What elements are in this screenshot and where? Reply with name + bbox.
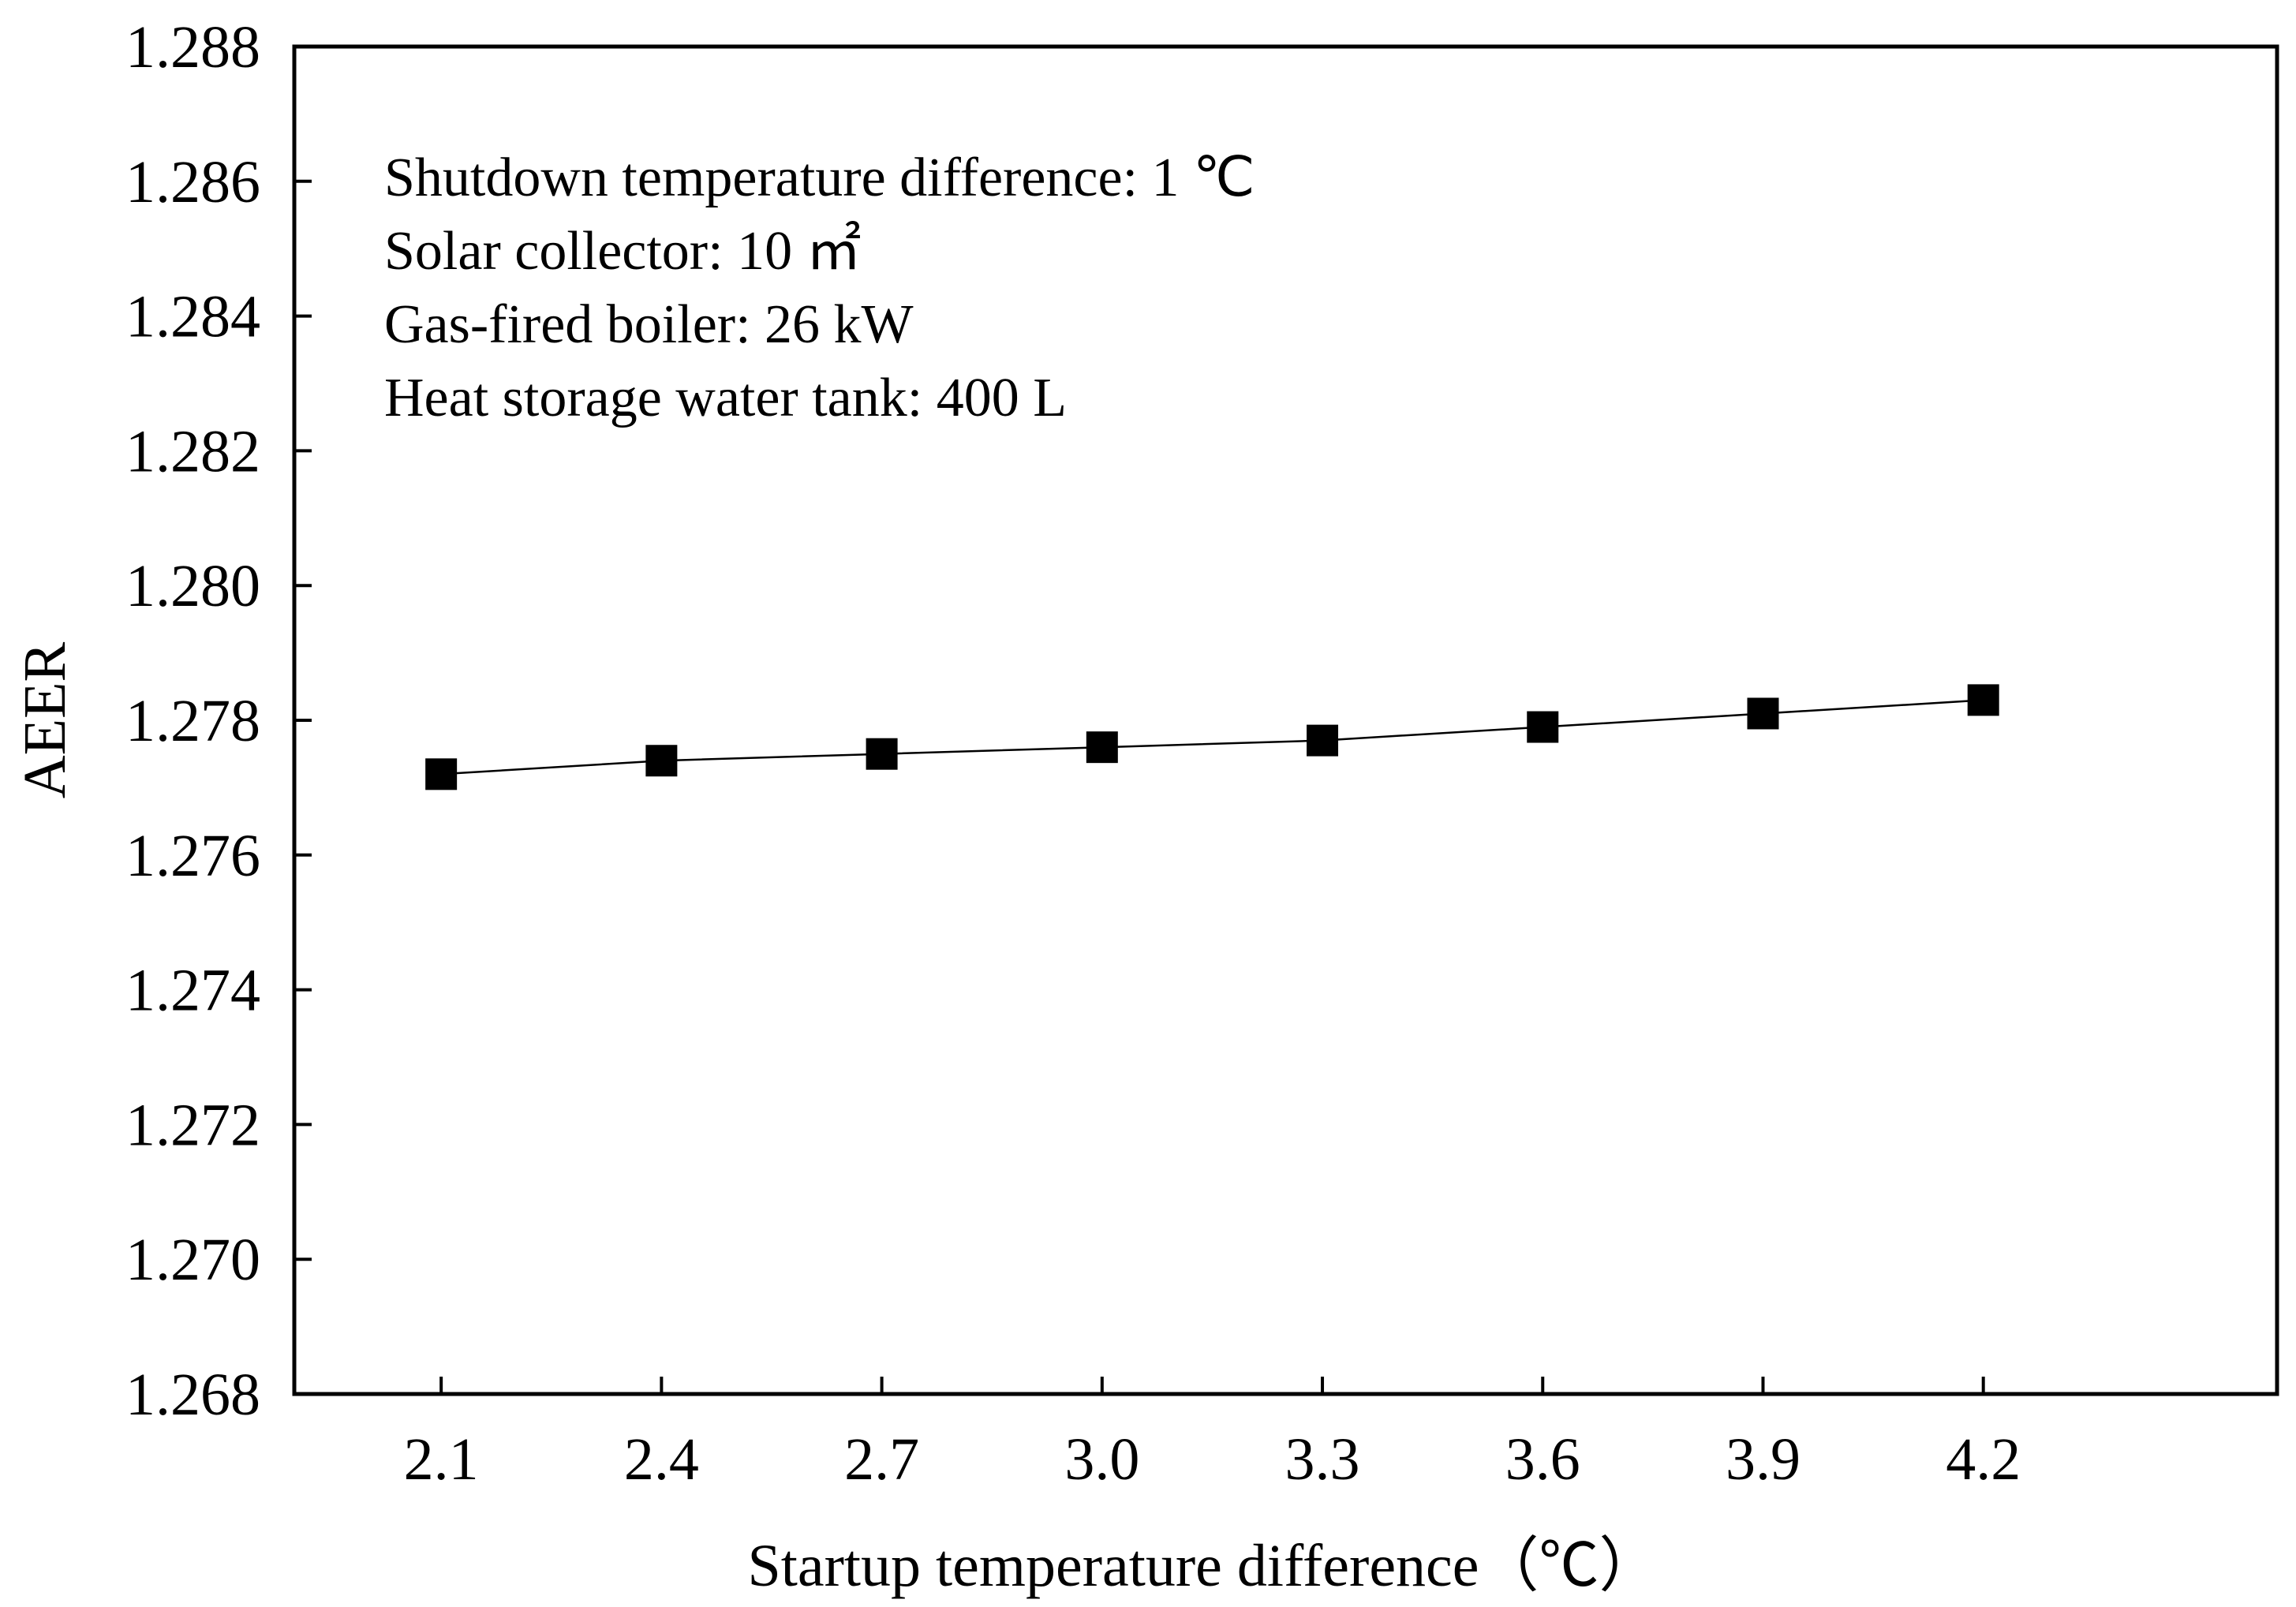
data-point-marker [1307, 724, 1339, 757]
y-tick-label: 1.274 [125, 958, 260, 1024]
data-point-marker [645, 745, 678, 777]
x-tick-label: 3.3 [1285, 1426, 1360, 1493]
y-tick-label: 1.284 [125, 284, 260, 350]
y-tick-label: 1.272 [125, 1092, 260, 1158]
data-point-marker [1747, 697, 1779, 730]
annotation-block: Shutdown temperature difference: 1 ℃ Sola… [384, 148, 1255, 428]
y-axis-title: AEER [12, 641, 78, 798]
x-tick-label: 3.9 [1726, 1426, 1801, 1493]
x-axis: 2.1 2.4 2.7 3.0 3.3 3.6 3.9 4.2 [404, 1377, 2021, 1493]
data-point-marker [866, 738, 898, 770]
y-tick-label: 1.280 [125, 553, 260, 619]
annotation-line: Solar collector: 10 ㎡ [384, 220, 862, 282]
series-line [441, 699, 1984, 775]
y-tick-label: 1.268 [125, 1362, 260, 1428]
annotation-line: Heat storage water tank: 400 L [384, 368, 1067, 428]
x-tick-label: 2.7 [844, 1426, 919, 1493]
x-tick-label: 3.6 [1505, 1426, 1580, 1493]
x-axis-title: Startup temperature difference（℃） [747, 1533, 1658, 1599]
series-markers [425, 684, 1999, 790]
x-tick-label: 2.4 [624, 1426, 699, 1493]
y-tick-label: 1.288 [125, 14, 260, 80]
data-point-marker [425, 758, 458, 790]
x-tick-label: 4.2 [1946, 1426, 2021, 1493]
y-tick-label: 1.286 [125, 149, 260, 215]
y-axis: 1.268 1.270 1.272 1.274 1.276 1.278 1.280 1.282… [125, 14, 312, 1428]
y-tick-label: 1.276 [125, 823, 260, 889]
x-tick-label: 2.1 [404, 1426, 479, 1493]
annotation-line: Shutdown temperature difference: 1 ℃ [384, 148, 1255, 208]
data-point-marker [1967, 684, 1999, 716]
x-tick-label: 3.0 [1064, 1426, 1139, 1493]
y-tick-label: 1.278 [125, 688, 260, 754]
y-tick-label: 1.282 [125, 418, 260, 484]
data-point-marker [1086, 731, 1118, 764]
annotation-line: Gas-fired boiler: 26 kW [384, 294, 914, 355]
data-point-marker [1527, 711, 1559, 743]
y-tick-label: 1.270 [125, 1227, 260, 1293]
